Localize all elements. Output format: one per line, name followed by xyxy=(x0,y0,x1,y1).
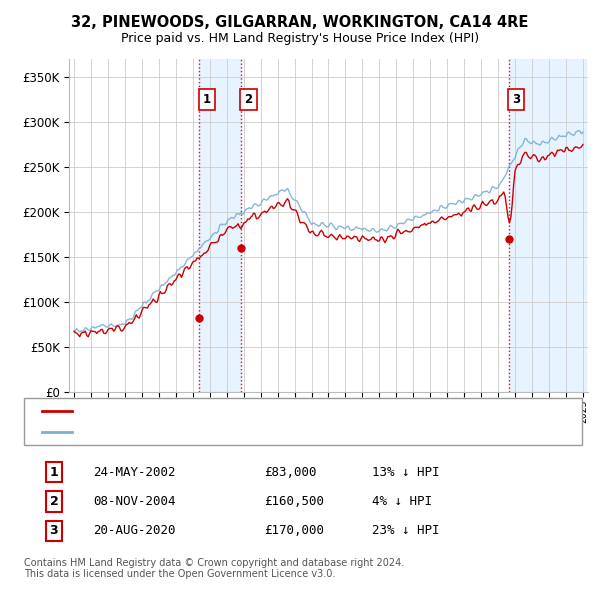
Text: £170,000: £170,000 xyxy=(264,525,324,537)
Text: 32, PINEWOODS, GILGARRAN, WORKINGTON, CA14 4RE (detached house): 32, PINEWOODS, GILGARRAN, WORKINGTON, CA… xyxy=(81,407,501,417)
Text: This data is licensed under the Open Government Licence v3.0.: This data is licensed under the Open Gov… xyxy=(24,569,335,579)
Text: £160,500: £160,500 xyxy=(264,495,324,508)
Text: 24-MAY-2002: 24-MAY-2002 xyxy=(93,466,176,478)
Text: 20-AUG-2020: 20-AUG-2020 xyxy=(93,525,176,537)
Text: 1: 1 xyxy=(203,93,211,106)
Text: £83,000: £83,000 xyxy=(264,466,317,478)
Text: 1: 1 xyxy=(50,466,58,478)
Text: 13% ↓ HPI: 13% ↓ HPI xyxy=(372,466,439,478)
Bar xyxy=(199,59,241,392)
Text: 32, PINEWOODS, GILGARRAN, WORKINGTON, CA14 4RE: 32, PINEWOODS, GILGARRAN, WORKINGTON, CA… xyxy=(71,15,529,30)
Bar xyxy=(509,59,586,392)
Text: 4% ↓ HPI: 4% ↓ HPI xyxy=(372,495,432,508)
Text: 2: 2 xyxy=(245,93,253,106)
Text: Contains HM Land Registry data © Crown copyright and database right 2024.: Contains HM Land Registry data © Crown c… xyxy=(24,558,404,568)
Text: HPI: Average price, detached house, Cumberland: HPI: Average price, detached house, Cumb… xyxy=(81,427,362,437)
Text: 3: 3 xyxy=(50,525,58,537)
Text: 3: 3 xyxy=(512,93,520,106)
Text: 08-NOV-2004: 08-NOV-2004 xyxy=(93,495,176,508)
Text: 23% ↓ HPI: 23% ↓ HPI xyxy=(372,525,439,537)
Text: 2: 2 xyxy=(50,495,58,508)
Text: Price paid vs. HM Land Registry's House Price Index (HPI): Price paid vs. HM Land Registry's House … xyxy=(121,32,479,45)
